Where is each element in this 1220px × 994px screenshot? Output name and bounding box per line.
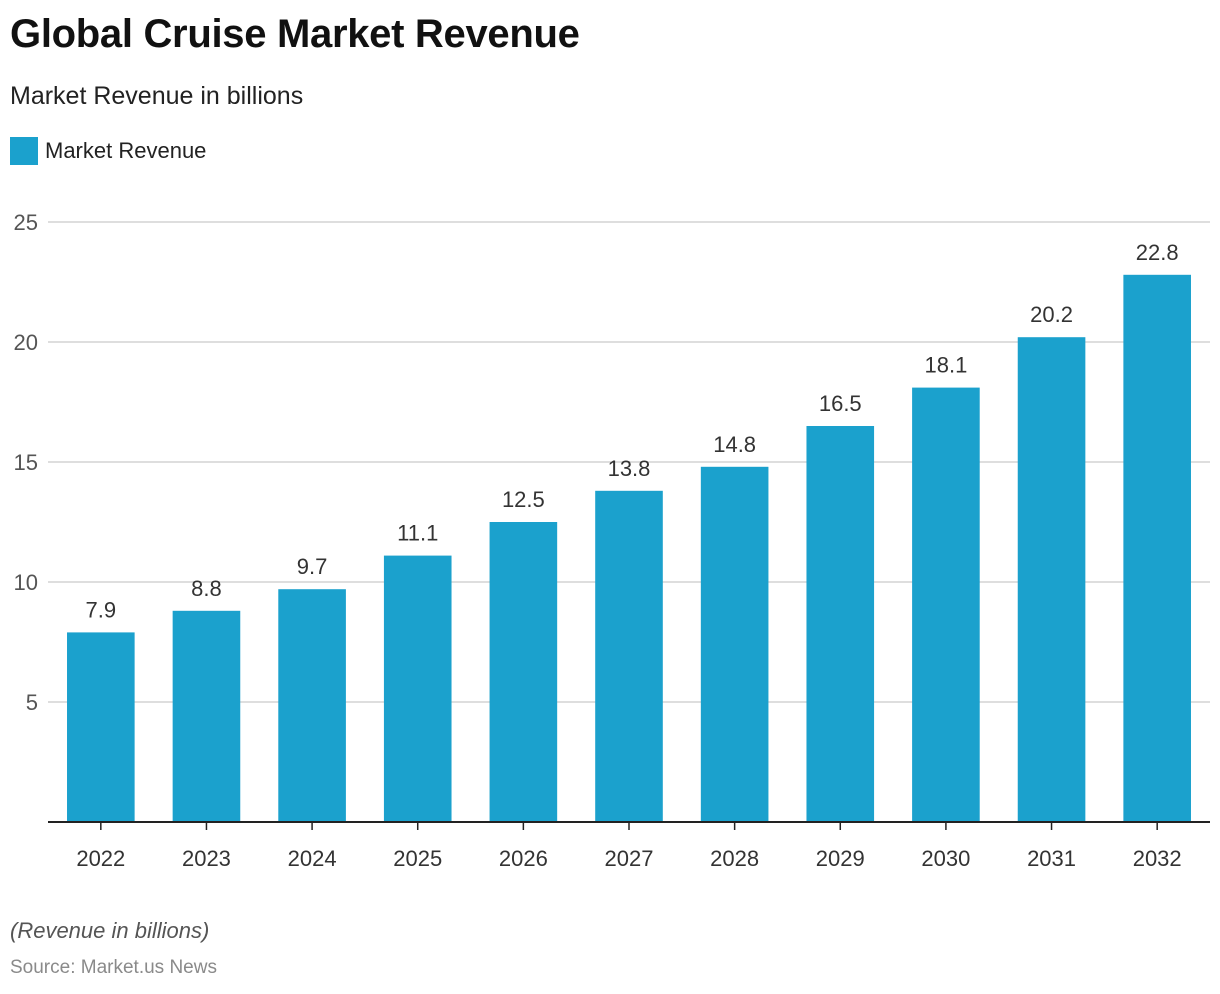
x-tick-label: 2029 [816,846,865,871]
bar [806,426,875,822]
legend: Market Revenue [10,137,206,165]
legend-label: Market Revenue [45,138,207,163]
data-label: 12.5 [502,487,545,512]
x-tick-label: 2027 [605,846,654,871]
bar [383,555,452,822]
x-tick-label: 2031 [1027,846,1076,871]
chart-subtitle: Market Revenue in billions [10,82,304,110]
chart-note: (Revenue in billions) [10,918,210,943]
data-label: 22.8 [1136,240,1179,265]
x-tick-label: 2022 [76,846,125,871]
bar [1123,274,1191,822]
bar-chart: 5101520257.920228.820239.7202411.1202512… [14,210,1210,871]
bar [172,610,241,822]
x-tick-label: 2024 [288,846,337,871]
y-tick-label: 5 [26,690,38,715]
chart-source: Source: Market.us News [10,957,217,978]
legend-swatch [10,137,38,165]
data-label: 13.8 [608,456,651,481]
y-tick-label: 15 [14,450,38,475]
x-tick-label: 2028 [710,846,759,871]
data-label: 14.8 [713,432,756,457]
data-label: 20.2 [1030,302,1073,327]
bar [912,387,980,822]
y-tick-label: 20 [14,330,38,355]
bar [1017,337,1086,822]
x-tick-label: 2032 [1133,846,1182,871]
bar [595,490,663,822]
bar [278,589,346,822]
bar [700,466,769,822]
x-tick-label: 2030 [921,846,970,871]
data-label: 8.8 [191,576,222,601]
x-tick-label: 2026 [499,846,548,871]
data-label: 16.5 [819,391,862,416]
data-label: 7.9 [86,597,117,622]
x-tick-label: 2023 [182,846,231,871]
data-label: 11.1 [397,521,438,546]
y-tick-label: 10 [14,570,38,595]
chart-title: Global Cruise Market Revenue [10,12,580,56]
y-tick-label: 25 [14,210,38,235]
x-tick-label: 2025 [393,846,442,871]
data-label: 9.7 [297,554,328,579]
data-label: 18.1 [924,353,967,378]
bar [489,522,558,822]
bar [67,632,135,822]
